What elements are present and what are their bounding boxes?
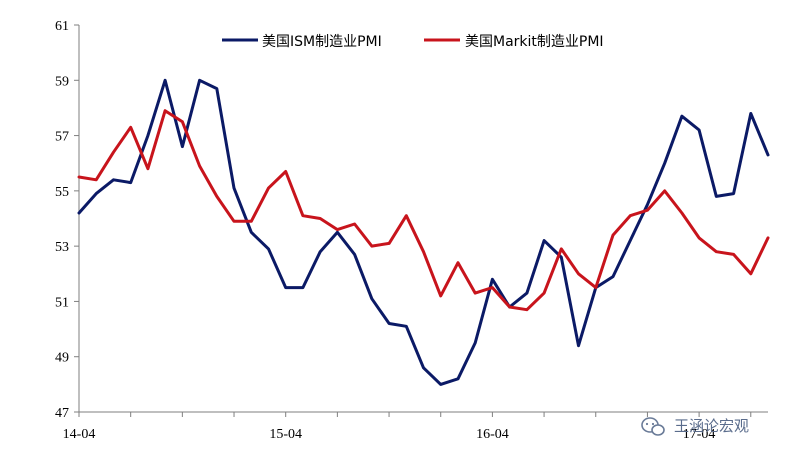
x-tick-label: 16-04 — [476, 427, 509, 442]
legend-item: 美国Markit制造业PMI — [424, 34, 604, 50]
y-tick-label: 61 — [55, 19, 69, 34]
x-tick-label: 17-04 — [683, 427, 716, 442]
y-tick-label: 53 — [55, 240, 69, 255]
y-tick-label: 59 — [55, 74, 69, 89]
y-tick-label: 57 — [55, 130, 69, 145]
legend-label: 美国Markit制造业PMI — [465, 34, 604, 50]
series-line-1 — [77, 78, 770, 386]
x-tick-label: 15-04 — [269, 427, 302, 442]
legend-label: 美国ISM制造业PMI — [262, 34, 382, 50]
series-line-2 — [77, 109, 770, 312]
axes: 47 49 51 53 55 57 59 61 14-04 15-04 16-04 17-04 — [55, 19, 768, 442]
y-tick-label: 55 — [55, 185, 69, 200]
series-lines — [77, 78, 770, 386]
watermark-text: 王涵论宏观 — [674, 417, 749, 435]
legend-item: 美国ISM制造业PMI — [222, 34, 382, 50]
y-tick-label: 49 — [55, 351, 69, 366]
x-tick-label: 14-04 — [63, 427, 96, 442]
watermark: 王涵论宏观 — [641, 417, 749, 436]
y-tick-label: 51 — [55, 295, 69, 310]
wechat-icon — [641, 417, 665, 436]
legend: 美国ISM制造业PMI 美国Markit制造业PMI — [222, 34, 604, 50]
y-tick-label: 47 — [55, 406, 69, 421]
